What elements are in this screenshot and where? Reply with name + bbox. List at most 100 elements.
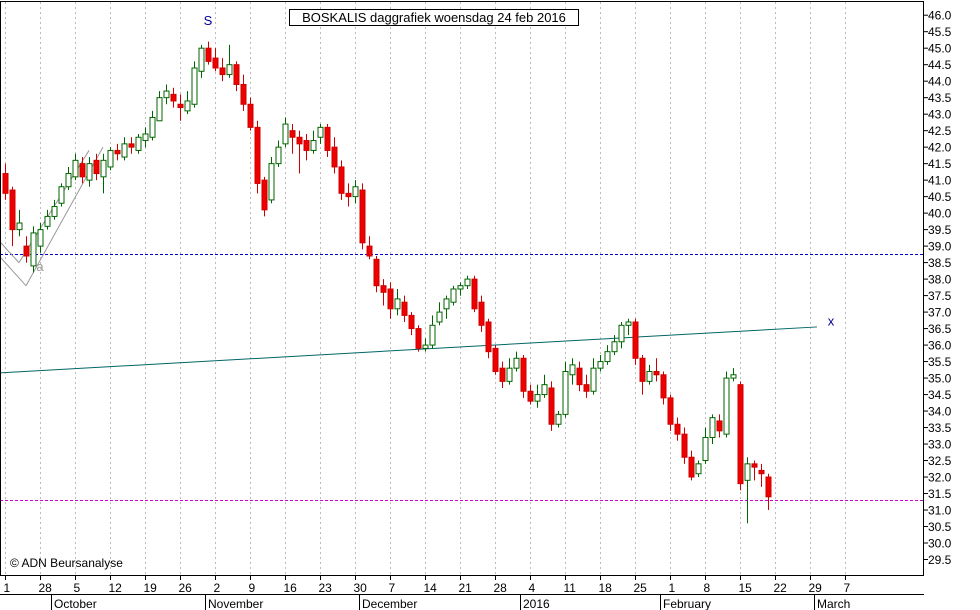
x-tick-label: 16: [284, 581, 298, 595]
candle: [450, 285, 457, 306]
candle-body: [121, 143, 128, 158]
candle: [240, 74, 247, 111]
candle-body: [429, 324, 436, 346]
candle-body: [457, 285, 464, 290]
candle-body: [352, 186, 359, 198]
candle-body: [555, 413, 562, 425]
x-tick-label: 14: [424, 581, 438, 595]
candle-body: [9, 189, 16, 231]
candle-body: [156, 97, 163, 122]
month-labels: October November December 2016 February March: [51, 594, 850, 610]
candle: [9, 186, 16, 247]
plot-frame: [0, 1, 924, 576]
candle: [247, 97, 254, 131]
candle: [58, 183, 65, 207]
candle: [44, 209, 51, 230]
candle: [114, 143, 121, 161]
candle: [79, 157, 86, 184]
candle: [422, 338, 429, 352]
candle: [149, 110, 156, 141]
y-tick-label: 34.0: [928, 405, 952, 419]
x-tick-label: 4: [529, 581, 536, 595]
candle: [674, 417, 681, 441]
candle: [583, 374, 590, 398]
y-tick-label: 32.5: [928, 454, 952, 468]
candle: [527, 384, 534, 405]
candle-body: [702, 436, 709, 462]
candle: [324, 124, 331, 158]
candle: [107, 147, 114, 171]
candle: [688, 450, 695, 481]
candle: [695, 460, 702, 478]
candle-body: [674, 423, 681, 435]
y-tick-label: 45.0: [928, 42, 952, 56]
candle: [282, 117, 289, 148]
candle: [184, 91, 191, 115]
candle-body: [660, 374, 667, 399]
candle-body: [709, 417, 716, 438]
candle-body: [198, 47, 205, 72]
candle-body: [758, 469, 765, 475]
candle-body: [527, 390, 534, 402]
candle: [373, 256, 380, 293]
candle: [121, 137, 128, 161]
candle: [744, 457, 751, 524]
chart-annotation: S: [204, 13, 213, 28]
candle-body: [184, 100, 191, 112]
candle: [317, 124, 324, 144]
candle-body: [695, 463, 702, 475]
candle: [639, 354, 646, 395]
candle-body: [310, 140, 317, 151]
chart-title-box: [289, 9, 579, 26]
candle-body: [2, 173, 9, 194]
candle: [254, 120, 261, 194]
candle-body: [513, 357, 520, 369]
candle: [352, 180, 359, 204]
candle-body: [478, 301, 485, 326]
candle-body: [338, 166, 345, 194]
candle: [443, 295, 450, 319]
candle-body: [737, 384, 744, 485]
trend-line: [0, 326, 818, 374]
y-tick-label: 39.5: [928, 223, 952, 237]
candle-body: [86, 163, 93, 181]
candle-body: [205, 47, 212, 62]
candle: [408, 312, 415, 336]
candle: [597, 354, 604, 372]
candle: [457, 282, 464, 296]
candle-body: [653, 370, 660, 376]
candle: [268, 157, 275, 204]
candle: [590, 358, 597, 395]
x-tick-label: 1: [669, 581, 676, 595]
y-axis-ticks: 29.5 30.0 30.5 31.0 31.5 32.0 32.5 33.0 33.5 34.0…: [924, 9, 952, 567]
candle-body: [128, 143, 135, 148]
candle: [611, 335, 618, 355]
candle-body: [744, 463, 751, 481]
candle-body: [520, 357, 527, 392]
candle: [625, 318, 632, 336]
candle-body: [16, 222, 23, 231]
candle-body: [464, 278, 471, 287]
candle: [296, 130, 303, 174]
candle: [401, 295, 408, 322]
candle: [177, 94, 184, 121]
candle-body: [422, 344, 429, 349]
x-tick-label: 9: [249, 581, 256, 595]
candle-body: [688, 456, 695, 478]
candle-body: [597, 361, 604, 369]
candle: [737, 381, 744, 491]
candle: [499, 361, 506, 388]
candle: [681, 427, 688, 464]
candle-body: [667, 397, 674, 425]
candle: [646, 364, 653, 385]
candle-body: [254, 126, 261, 184]
candle: [653, 358, 660, 382]
candle-body: [149, 116, 156, 138]
candle: [506, 358, 513, 385]
candle-body: [401, 301, 408, 316]
candle-body: [471, 278, 478, 310]
candle-body: [569, 364, 576, 376]
candle-body: [51, 206, 58, 217]
candle: [345, 183, 352, 207]
candle: [310, 130, 317, 154]
